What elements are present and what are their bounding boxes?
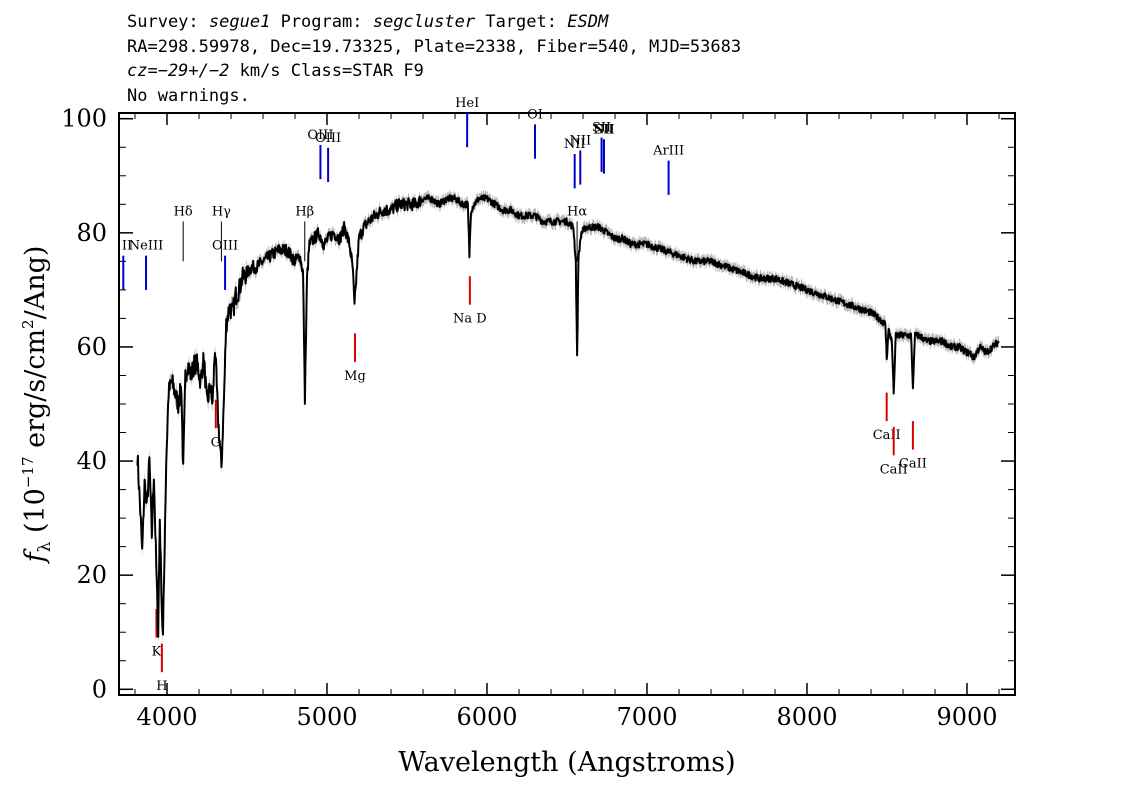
emission-line-label: OIII [307, 128, 333, 143]
absorption-line-label: Na D [453, 312, 487, 327]
header-line-warnings: No warnings. [127, 85, 250, 106]
emission-line-label: OIII [315, 131, 341, 146]
emission-line-label: OI [527, 107, 543, 122]
emission-line-label: SII [594, 122, 613, 137]
emission-line-label: OIII [212, 239, 238, 254]
spectrum-line [136, 194, 1000, 638]
balmer-line-label: Hα [567, 204, 587, 219]
header-line-survey: Survey: segue1 Program: segcluster Targe… [127, 12, 609, 32]
cz-value: cz=−29+/−2 [127, 61, 230, 81]
y-axis-title: fλ (10−17 erg/s/cm2/Ang) [19, 246, 55, 565]
absorption-line-label: CaII [899, 457, 927, 472]
x-axis-title: Wavelength (Angstroms) [398, 747, 735, 778]
emission-line-label: II [122, 239, 132, 254]
absorption-line-label: CaII [873, 428, 901, 443]
emission-line-label: SII [592, 121, 611, 136]
x-tick-label: 4000 [136, 703, 197, 731]
x-tick-label: 8000 [776, 703, 837, 731]
target-name: ESDM [567, 12, 609, 32]
balmer-line-label: Hγ [212, 204, 231, 219]
emission-line-label: NII [564, 137, 586, 152]
survey-name: segue1 [208, 12, 271, 32]
emission-line-label: NII [593, 122, 615, 137]
y-tick-label: 20 [76, 561, 107, 589]
emission-line-label: NII [569, 133, 591, 148]
emission-line-label: NeIII [129, 239, 163, 254]
x-tick-label: 6000 [456, 703, 517, 731]
absorption-line-label: Mg [344, 369, 366, 384]
balmer-line-label: Hβ [295, 204, 314, 219]
spectrum-series [136, 194, 1000, 638]
header-line-coordinates: RA=298.59978, Dec=19.73325, Plate=2338, … [127, 36, 742, 57]
plot-frame [118, 112, 1016, 696]
program-name: segcluster [372, 12, 476, 32]
header-line-redshift: cz=−29+/−2 km/s Class=STAR F9 [127, 61, 424, 81]
x-tick-label: 7000 [616, 703, 677, 731]
y-tick-label: 40 [76, 447, 107, 475]
emission-line-label: HeI [455, 96, 479, 111]
y-tick-label: 80 [76, 219, 107, 247]
y-tick-label: 60 [76, 333, 107, 361]
axis-ticks: 4000 5000 6000 7000 8000 9000 0 20 40 60 80 100 [61, 105, 1015, 731]
absorption-line-label: H [156, 679, 167, 694]
absorption-line-label: K [152, 644, 162, 659]
line-markers: IINeIIIHeIOINIINIISIISIINIIArIIIOIIIOIII… [122, 96, 927, 694]
spectrum-header: Survey: segue1 Program: segcluster Targe… [127, 10, 741, 108]
y-tick-label: 0 [92, 675, 107, 703]
x-tick-label: 5000 [296, 703, 357, 731]
absorption-line-label: CaII [880, 462, 908, 477]
y-tick-label: 100 [61, 105, 107, 133]
x-tick-label: 9000 [936, 703, 997, 731]
balmer-line-label: Hδ [174, 204, 193, 219]
emission-line-label: ArIII [652, 144, 684, 159]
absorption-line-label: G [211, 435, 221, 450]
